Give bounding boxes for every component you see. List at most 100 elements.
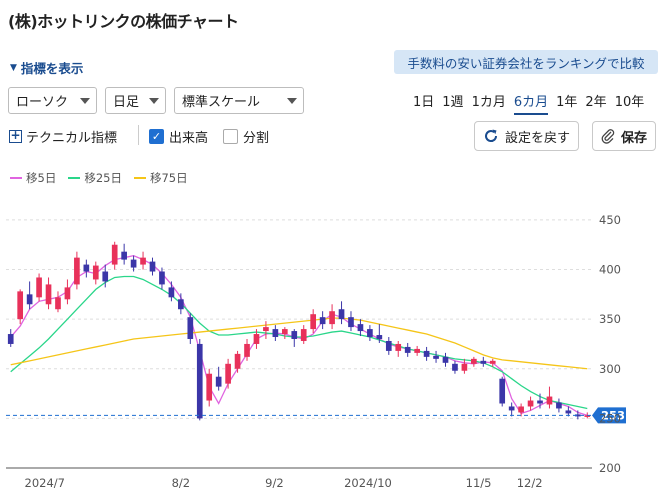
candle-body — [433, 355, 439, 359]
split-checkbox[interactable]: 分割 — [223, 127, 269, 146]
y-tick-label: 250 — [599, 411, 621, 425]
candle — [83, 259, 90, 278]
period-tab-1d[interactable]: 1日 — [413, 95, 435, 110]
split-label: 分割 — [243, 131, 270, 146]
show-indicators-toggle[interactable]: ▼ 指標を表示 — [10, 58, 83, 77]
period-tab-1m[interactable]: 1カ月 — [471, 95, 506, 110]
candle — [187, 313, 194, 344]
candle — [159, 267, 165, 290]
period-tab-2y[interactable]: 2年 — [585, 95, 607, 110]
candle-body — [584, 415, 591, 417]
candle-body — [461, 363, 468, 371]
technical-indicators-button[interactable]: + テクニカル指標 — [9, 127, 117, 146]
period-tab-10y[interactable]: 10年 — [614, 95, 645, 110]
candle-body — [92, 265, 99, 280]
chart-gridlines — [6, 219, 592, 469]
candle — [537, 393, 543, 409]
candle — [376, 324, 383, 343]
candle-body — [518, 406, 524, 413]
page-title: (株)ホットリンクの株価チャート — [8, 12, 239, 31]
candle-body — [489, 360, 496, 364]
candle — [348, 311, 354, 332]
candle — [92, 261, 99, 285]
candle — [404, 342, 411, 357]
candle — [263, 321, 269, 339]
candle-body — [537, 400, 543, 404]
candle-body — [36, 277, 42, 298]
volume-checkbox[interactable]: ✓ 出来高 — [149, 127, 208, 146]
candle — [55, 291, 61, 313]
candle-body — [253, 334, 260, 344]
save-button[interactable]: 保存 — [592, 121, 657, 151]
broker-ranking-button[interactable]: 手数料の安い証券会社をランキングで比較 — [394, 50, 658, 74]
candle-body — [111, 244, 118, 265]
ma-line-2 — [10, 317, 588, 370]
x-tick-label: 8/2 — [172, 476, 191, 490]
legend-label-ma75: 移75日 — [149, 171, 188, 185]
candle-body — [55, 297, 61, 310]
candle-body — [310, 314, 317, 330]
legend-item-ma75: 移75日 — [133, 170, 188, 186]
candle-body — [234, 353, 241, 369]
x-tick-label: 2024/7 — [25, 476, 65, 490]
candle-body — [244, 343, 250, 357]
candle-body — [74, 257, 80, 285]
candle-body — [395, 343, 402, 351]
candle-body — [423, 350, 430, 357]
candle-body — [471, 358, 477, 364]
candle-body — [281, 329, 288, 335]
period-tab-6m[interactable]: 6カ月 — [513, 91, 549, 115]
candle — [140, 251, 146, 270]
reset-settings-button[interactable]: 設定を戻す — [474, 121, 580, 151]
candle — [489, 358, 496, 367]
candle — [64, 279, 71, 305]
period-tab-1y[interactable]: 1年 — [556, 95, 578, 110]
candle — [433, 350, 439, 363]
candle — [215, 366, 222, 391]
legend-item-ma25: 移25日 — [68, 170, 122, 186]
candle-body — [149, 261, 156, 272]
plus-box-icon: + — [9, 128, 22, 143]
paperclip-icon — [601, 129, 615, 144]
candle — [272, 325, 279, 341]
chart-legend: 移5日 移25日 移75日 — [10, 170, 188, 186]
candle-body — [196, 343, 203, 419]
period-tab-1w[interactable]: 1週 — [442, 95, 464, 110]
candle-body — [159, 271, 165, 285]
candle-body — [565, 410, 572, 414]
chart-type-value: ローソク — [16, 95, 69, 110]
candle-body — [17, 291, 24, 320]
candle — [527, 396, 534, 411]
chevron-down-icon — [149, 98, 159, 104]
candle — [338, 301, 345, 325]
chart-type-select[interactable]: ローソク — [8, 87, 97, 114]
x-tick-label: 11/5 — [466, 476, 492, 490]
candle-body — [178, 299, 184, 310]
candle — [452, 360, 458, 374]
y-axis-labels: 200 250 300 350 400 450 — [599, 213, 621, 475]
candle-body — [225, 363, 231, 384]
candle-body — [452, 363, 458, 371]
x-tick-label: 2024/10 — [344, 476, 392, 490]
candle-body — [83, 264, 90, 272]
candle — [565, 406, 572, 417]
candle-body — [367, 329, 373, 338]
candle — [111, 241, 118, 270]
bar-unit-select[interactable]: 日足 — [105, 87, 166, 114]
candle-body — [263, 327, 269, 332]
candle-body — [480, 360, 487, 364]
checkmark-icon: ✓ — [149, 129, 164, 144]
scale-select[interactable]: 標準スケール — [174, 87, 304, 114]
y-tick-label: 300 — [599, 362, 621, 376]
candle-body — [300, 329, 307, 341]
x-tick-label: 9/2 — [265, 476, 284, 490]
chevron-down-icon — [287, 98, 297, 104]
legend-swatch-ma25 — [68, 177, 81, 179]
candle — [225, 358, 231, 389]
candle — [471, 356, 477, 367]
reset-settings-label: 設定を戻す — [505, 130, 571, 146]
candle — [17, 289, 24, 325]
bar-unit-value: 日足 — [113, 95, 140, 110]
candle-body — [404, 346, 411, 353]
